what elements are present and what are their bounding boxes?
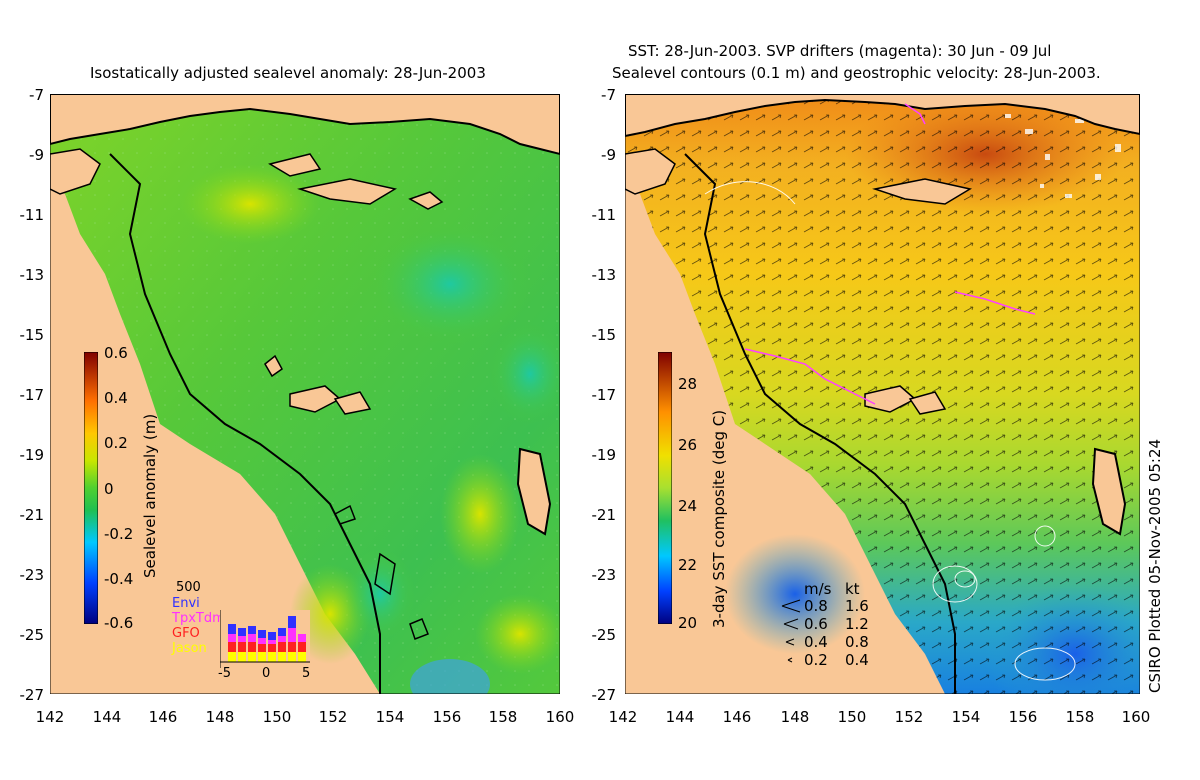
left-xtick-6: 154	[375, 708, 405, 726]
right-xtick-9: 160	[1121, 708, 1151, 726]
right-cb-tick-2: 24	[678, 497, 698, 515]
right-colorbar	[658, 352, 672, 624]
right-map-title-line2: Sealevel contours (0.1 m) and geostrophi…	[612, 64, 1101, 82]
left-cb-label: Sealevel anomaly (m)	[141, 413, 159, 578]
inset-count-label: 500	[176, 580, 201, 595]
left-ytick-2: -11	[19, 206, 45, 224]
inset-xtick-0: -5	[218, 666, 231, 681]
left-ytick-3: -13	[19, 266, 45, 284]
new-guinea-coast	[50, 94, 560, 156]
left-cb-tick-0: 0.6	[104, 344, 128, 362]
inset-mission-tpxtdm: TpxTdm	[172, 611, 225, 626]
right-xtick-4: 150	[837, 708, 867, 726]
left-map	[50, 94, 560, 694]
inset-xtick-2: 5	[302, 666, 311, 681]
right-xtick-5: 152	[894, 708, 924, 726]
inset-bar-chart	[220, 610, 310, 668]
velocity-key-ms-2: 0.4	[804, 633, 828, 651]
right-map	[625, 94, 1140, 694]
velocity-key-kt-2: 0.8	[845, 633, 869, 651]
right-cb-tick-1: 26	[678, 436, 698, 454]
inset-mission-envi: Envi	[172, 596, 200, 611]
inset-mission-gfo: GFO	[172, 626, 200, 641]
left-ytick-1: -9	[29, 146, 44, 164]
right-xtick-7: 156	[1008, 708, 1038, 726]
right-cb-tick-4: 20	[678, 614, 698, 632]
left-ytick-6: -19	[19, 446, 45, 464]
left-cb-tick-1: 0.4	[104, 389, 128, 407]
velocity-key-ms-1: 0.6	[804, 615, 828, 633]
right-cb-label: 3-day SST composite (deg C)	[710, 409, 728, 628]
right-xtick-0: 142	[608, 708, 638, 726]
drifter-track	[954, 291, 1036, 315]
left-ytick-5: -17	[19, 386, 45, 404]
right-ytick-9: -25	[591, 626, 617, 644]
right-map-title-line1: SST: 28-Jun-2003. SVP drifters (magenta)…	[628, 42, 1052, 60]
velocity-key-arrows	[781, 599, 801, 663]
left-xtick-9: 160	[545, 708, 575, 726]
left-map-title: Isostatically adjusted sealevel anomaly:…	[90, 64, 486, 82]
left-colorbar	[84, 352, 98, 624]
left-xtick-5: 152	[318, 708, 348, 726]
left-xtick-0: 142	[35, 708, 65, 726]
velocity-key-ms-3: 0.2	[804, 651, 828, 669]
right-ytick-4: -15	[591, 326, 617, 344]
left-ytick-8: -23	[19, 566, 45, 584]
right-xtick-3: 148	[780, 708, 810, 726]
right-ytick-5: -17	[591, 386, 617, 404]
velocity-key-header-kt: kt	[845, 580, 860, 598]
right-ytick-0: -7	[601, 86, 616, 104]
plot-credit: CSIRO Plotted 05-Nov-2005 05:24	[1146, 438, 1164, 693]
left-ytick-9: -25	[19, 626, 45, 644]
left-ytick-7: -21	[19, 506, 45, 524]
right-ytick-8: -23	[591, 566, 617, 584]
drifter-track	[904, 103, 926, 125]
right-ytick-3: -13	[591, 266, 617, 284]
right-ytick-2: -11	[591, 206, 617, 224]
left-ytick-0: -7	[29, 86, 44, 104]
left-xtick-4: 150	[262, 708, 292, 726]
right-cb-tick-3: 22	[678, 556, 698, 574]
left-xtick-2: 146	[148, 708, 178, 726]
left-xtick-8: 158	[488, 708, 518, 726]
right-ytick-1: -9	[601, 146, 616, 164]
left-ytick-4: -15	[19, 326, 45, 344]
left-cb-tick-5: -0.4	[104, 570, 134, 588]
right-ytick-6: -19	[591, 446, 617, 464]
left-cb-tick-4: -0.2	[104, 525, 134, 543]
velocity-key-kt-3: 0.4	[845, 651, 869, 669]
left-cb-tick-2: 0.2	[104, 434, 128, 452]
inset-xtick-1: 0	[262, 666, 271, 681]
left-cb-tick-3: 0	[104, 480, 114, 498]
right-ytick-7: -21	[591, 506, 617, 524]
right-xtick-1: 144	[665, 708, 695, 726]
velocity-key-header-ms: m/s	[804, 580, 832, 598]
velocity-key-kt-1: 1.2	[845, 615, 869, 633]
inset-mission-jason: Jason	[172, 641, 207, 656]
right-xtick-6: 154	[951, 708, 981, 726]
velocity-key-kt-0: 1.6	[845, 597, 869, 615]
velocity-key-ms-0: 0.8	[804, 597, 828, 615]
right-xtick-8: 158	[1065, 708, 1095, 726]
left-xtick-1: 144	[92, 708, 122, 726]
drifter-track	[744, 348, 876, 405]
right-xtick-2: 146	[722, 708, 752, 726]
reef-contour	[109, 153, 381, 694]
left-cb-tick-6: -0.6	[104, 614, 134, 632]
right-cb-tick-0: 28	[678, 375, 698, 393]
left-ytick-10: -27	[19, 686, 45, 704]
left-xtick-3: 148	[205, 708, 235, 726]
right-ytick-10: -27	[591, 686, 617, 704]
left-xtick-7: 156	[432, 708, 462, 726]
